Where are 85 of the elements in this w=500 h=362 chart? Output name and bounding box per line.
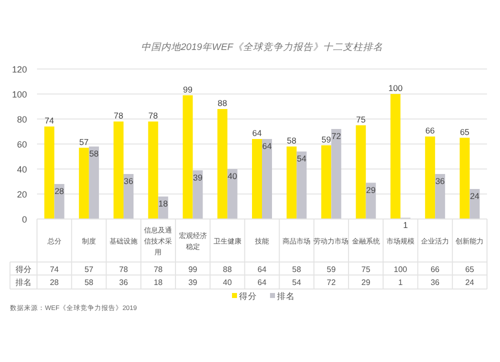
bar [286, 146, 297, 219]
data-label: 36 [430, 278, 440, 287]
bar [192, 170, 203, 219]
data-label: 78 [154, 265, 164, 274]
bar [124, 174, 134, 219]
legend-label: 得分 [239, 291, 257, 301]
text: 78 [148, 110, 158, 120]
text: 36 [124, 176, 134, 186]
data-label: 59 [326, 265, 336, 274]
text: 39 [193, 172, 203, 182]
data-label: 58 [292, 265, 302, 274]
data-label: 64 [258, 265, 267, 274]
bar [148, 122, 158, 219]
y-tick-label: 40 [16, 164, 27, 174]
text: 65 [460, 126, 470, 137]
text: 74 [44, 116, 54, 126]
y-tick-label: 20 [16, 190, 27, 200]
data-label: 40 [222, 278, 232, 287]
data-label: 78 [119, 265, 129, 274]
bar [435, 174, 446, 219]
text: 1 [403, 220, 408, 230]
bar [44, 126, 54, 219]
bar [182, 95, 193, 219]
data-label: 54 [292, 278, 302, 287]
text: 36 [435, 176, 445, 186]
data-label: 66 [430, 265, 440, 274]
data-label: 57 [84, 265, 94, 274]
data-label: 58 [84, 278, 94, 287]
data-label: 100 [394, 265, 408, 274]
text: 24 [470, 191, 480, 201]
data-label: 36 [119, 278, 129, 287]
data-label: 1 [398, 278, 404, 287]
bar [356, 125, 366, 219]
text: 54 [296, 154, 306, 164]
bar [227, 169, 238, 219]
bar [217, 109, 228, 219]
bar [114, 122, 124, 219]
text: 78 [114, 110, 124, 120]
bar [321, 145, 332, 219]
text: 29 [366, 184, 376, 195]
bar [88, 146, 99, 219]
data-label: 18 [154, 278, 164, 287]
data-label: 39 [188, 278, 198, 287]
text: 72 [331, 131, 341, 141]
data-label: 74 [50, 265, 60, 274]
y-tick-label: 80 [16, 114, 27, 124]
text: 40 [228, 171, 238, 181]
text: 64 [252, 128, 262, 138]
bar [262, 139, 272, 219]
text: 57 [79, 136, 89, 147]
y-tick-label: 100 [12, 90, 27, 100]
text: 18 [158, 198, 168, 208]
text: 58 [89, 148, 99, 158]
data-label: 64 [258, 278, 267, 287]
chart-title: 中国内地2019年WEF《全球竞争力报告》十二支柱排名 [140, 41, 384, 53]
data-label: 72 [326, 278, 336, 287]
y-tick-label: 120 [12, 64, 27, 74]
text: 99 [183, 84, 193, 94]
data-label: 99 [188, 265, 198, 274]
bar [296, 152, 307, 219]
text: 100 [388, 83, 403, 93]
text: 88 [218, 98, 228, 108]
data-label: 88 [222, 265, 232, 274]
bar [331, 129, 342, 219]
bar [460, 138, 470, 219]
legend-label: 排名 [277, 291, 295, 301]
y-tick-label: 0 [22, 214, 27, 224]
text: 64 [262, 141, 272, 151]
y-tick-label: 60 [16, 140, 27, 150]
data-label: 65 [465, 265, 475, 274]
bar [78, 148, 89, 219]
data-label: 28 [50, 278, 60, 287]
bar [252, 139, 262, 219]
text: 58 [286, 136, 296, 146]
text: 59 [321, 134, 331, 144]
text: 66 [425, 126, 435, 136]
data-label: 75 [361, 265, 371, 274]
text: 得分 [16, 265, 32, 274]
text: 排名 [16, 278, 32, 287]
bar [390, 94, 400, 219]
bar [425, 136, 436, 219]
data-label: 29 [361, 278, 371, 287]
text: 75 [356, 114, 366, 124]
data-label: 24 [465, 278, 475, 287]
text: 28 [54, 186, 64, 196]
